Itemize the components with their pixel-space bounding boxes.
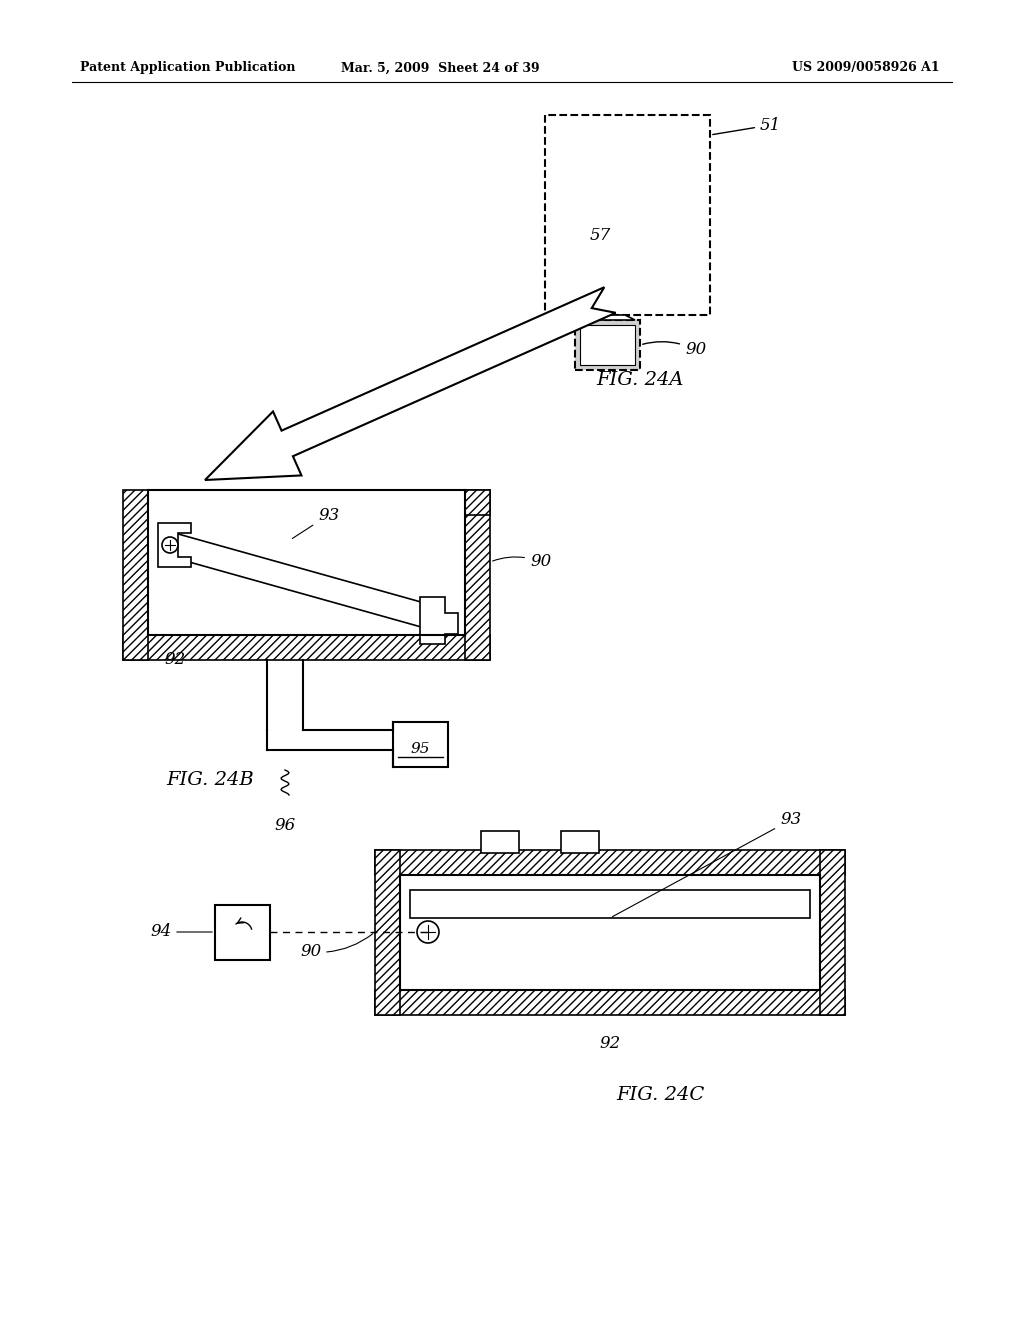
- Bar: [375, 850, 400, 1015]
- Text: FIG. 24C: FIG. 24C: [615, 1086, 705, 1104]
- Polygon shape: [158, 523, 191, 568]
- Text: US 2009/0058926 A1: US 2009/0058926 A1: [793, 62, 940, 74]
- Text: 94: 94: [150, 924, 212, 940]
- Bar: [123, 635, 490, 660]
- Bar: [123, 490, 148, 660]
- Text: 93: 93: [612, 812, 801, 916]
- Bar: [575, 319, 640, 370]
- Text: 92: 92: [599, 1035, 621, 1052]
- Bar: [545, 115, 710, 315]
- Text: 90: 90: [300, 933, 373, 961]
- Text: Patent Application Publication: Patent Application Publication: [80, 62, 296, 74]
- Bar: [375, 990, 845, 1015]
- Bar: [580, 325, 635, 366]
- Text: 93: 93: [292, 507, 339, 539]
- Text: FIG. 24B: FIG. 24B: [166, 771, 254, 789]
- Text: FIG. 24A: FIG. 24A: [596, 371, 684, 389]
- Text: 95: 95: [411, 742, 430, 756]
- Bar: [820, 850, 845, 1015]
- Polygon shape: [205, 288, 615, 480]
- Text: Mar. 5, 2009  Sheet 24 of 39: Mar. 5, 2009 Sheet 24 of 39: [341, 62, 540, 74]
- Bar: [215, 906, 270, 960]
- Bar: [481, 832, 519, 853]
- Polygon shape: [170, 533, 433, 628]
- Text: 96: 96: [274, 817, 296, 833]
- Text: 90: 90: [493, 553, 551, 570]
- Text: 51: 51: [713, 116, 781, 135]
- Bar: [410, 890, 810, 917]
- Polygon shape: [580, 315, 635, 319]
- Polygon shape: [420, 597, 458, 644]
- Bar: [393, 722, 449, 767]
- Circle shape: [417, 921, 439, 942]
- Text: 90: 90: [643, 342, 707, 359]
- Bar: [465, 490, 490, 515]
- Text: 57: 57: [590, 227, 610, 243]
- Bar: [375, 850, 845, 875]
- Bar: [561, 832, 599, 853]
- Text: 92: 92: [165, 652, 185, 668]
- Bar: [465, 490, 490, 660]
- Circle shape: [162, 537, 178, 553]
